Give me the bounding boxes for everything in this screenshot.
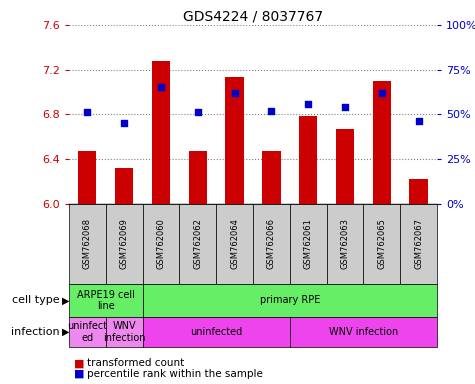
Bar — [152, 61, 170, 204]
Point — [415, 118, 422, 124]
Bar — [336, 129, 354, 204]
Text: cell type: cell type — [12, 295, 59, 306]
Text: GSM762060: GSM762060 — [156, 218, 165, 269]
Text: GSM762065: GSM762065 — [377, 218, 386, 269]
Point — [157, 84, 165, 91]
Text: infection: infection — [11, 327, 59, 337]
Point — [378, 90, 386, 96]
Point — [267, 108, 275, 114]
Text: ■: ■ — [74, 358, 84, 368]
Point — [194, 109, 201, 116]
Point — [84, 109, 91, 116]
Bar — [78, 151, 96, 204]
Text: uninfected: uninfected — [190, 327, 242, 337]
Bar — [372, 81, 391, 204]
Bar — [189, 151, 207, 204]
Text: GSM762068: GSM762068 — [83, 218, 92, 269]
Text: WNV
infection: WNV infection — [103, 321, 145, 343]
Bar — [115, 168, 133, 204]
Point — [304, 101, 312, 107]
Text: GSM762067: GSM762067 — [414, 218, 423, 269]
Text: ARPE19 cell
line: ARPE19 cell line — [77, 290, 134, 311]
Point — [341, 104, 349, 110]
Point — [120, 120, 128, 126]
Text: uninfect
ed: uninfect ed — [67, 321, 107, 343]
Bar — [409, 179, 428, 204]
Text: primary RPE: primary RPE — [259, 295, 320, 306]
Text: GSM762061: GSM762061 — [304, 218, 313, 269]
Bar — [262, 151, 281, 204]
Text: GSM762064: GSM762064 — [230, 218, 239, 269]
Text: percentile rank within the sample: percentile rank within the sample — [87, 369, 263, 379]
Text: GSM762063: GSM762063 — [341, 218, 350, 269]
Text: WNV infection: WNV infection — [329, 327, 398, 337]
Text: ▶: ▶ — [62, 327, 69, 337]
Bar — [225, 78, 244, 204]
Title: GDS4224 / 8037767: GDS4224 / 8037767 — [183, 10, 323, 24]
Text: GSM762066: GSM762066 — [267, 218, 276, 269]
Point — [231, 90, 238, 96]
Text: GSM762062: GSM762062 — [193, 218, 202, 269]
Text: ■: ■ — [74, 369, 84, 379]
Bar — [299, 116, 317, 204]
Text: GSM762069: GSM762069 — [120, 218, 129, 269]
Text: transformed count: transformed count — [87, 358, 184, 368]
Text: ▶: ▶ — [62, 295, 69, 306]
